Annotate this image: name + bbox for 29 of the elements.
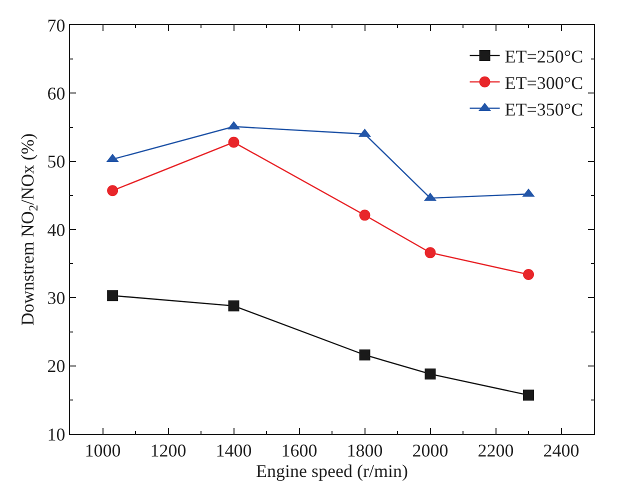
x-tick-label: 2200 (478, 440, 514, 461)
point (107, 290, 118, 302)
x-axis-title: Engine speed (r/min) (256, 460, 408, 481)
point (228, 136, 240, 148)
point (107, 185, 118, 196)
y-tick-label: 50 (47, 152, 66, 172)
point (228, 300, 240, 312)
legend-label: ET=350°C (504, 99, 584, 120)
x-tick-label: 1600 (281, 440, 318, 461)
x-tick-label: 1200 (150, 440, 186, 461)
y-tick-label: 40 (47, 220, 66, 240)
legend-label: ET=250°C (504, 46, 584, 66)
x-tick-label: 1400 (216, 440, 252, 461)
point (523, 390, 534, 401)
y-tick-label: 10 (47, 424, 66, 444)
x-tick-label: 1800 (346, 440, 383, 461)
x-tick-label: 2000 (412, 440, 448, 461)
legend-label: ET=300°C (504, 72, 584, 93)
x-tick-label: 2400 (543, 440, 580, 461)
y-tick-label: 30 (47, 288, 66, 308)
point (359, 349, 370, 360)
y-tick-label: 70 (47, 15, 66, 36)
y-tick-label: 20 (47, 356, 66, 376)
y-tick-label: 60 (47, 83, 66, 104)
x-tick-label: 1000 (84, 440, 121, 461)
point (424, 247, 436, 258)
point (523, 268, 534, 280)
point (424, 368, 436, 380)
point (359, 210, 370, 221)
